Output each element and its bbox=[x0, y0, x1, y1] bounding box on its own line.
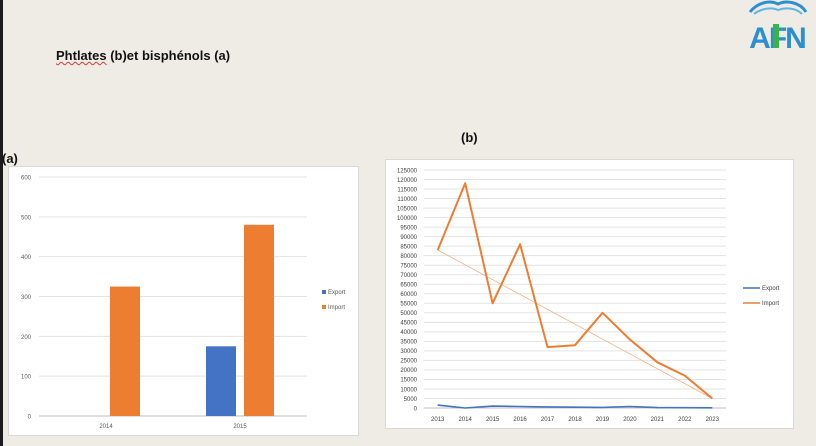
y-tick-label: 110000 bbox=[397, 197, 417, 203]
series-line-import bbox=[436, 182, 713, 400]
title-rest: (b)et bisphénols (a) bbox=[106, 48, 231, 63]
y-tick-label: 70000 bbox=[400, 273, 417, 279]
y-tick-label: 400 bbox=[21, 255, 32, 261]
slide-title: Phtlates (b)et bisphénols (a) bbox=[56, 48, 230, 63]
y-tick-label: 95000 bbox=[400, 225, 417, 231]
slide-left-border bbox=[0, 0, 3, 446]
legend-label-export: Export bbox=[762, 286, 780, 292]
y-tick-label: 105000 bbox=[397, 206, 418, 212]
x-tick-label: 2014 bbox=[459, 417, 473, 423]
x-tick-label: 2016 bbox=[513, 417, 527, 423]
y-tick-label: 15000 bbox=[400, 378, 417, 384]
x-tick-label: 2015 bbox=[233, 424, 247, 430]
y-tick-label: 85000 bbox=[400, 244, 417, 250]
y-tick-label: 50000 bbox=[400, 311, 417, 317]
line-chart-panel: 0 5000 10000 15000 20000 25000 30000 35000 40000… bbox=[385, 159, 794, 429]
y-tick-label: 20000 bbox=[400, 368, 417, 374]
y-tick-label: 60000 bbox=[400, 292, 417, 298]
afn-logo: AFN bbox=[748, 0, 808, 52]
y-tick-label: 55000 bbox=[400, 302, 417, 308]
y-tick-label: 115000 bbox=[397, 187, 417, 193]
series-line-export bbox=[437, 404, 713, 409]
y-tick-label: 45000 bbox=[400, 321, 417, 327]
legend-swatch-export bbox=[322, 290, 326, 294]
y-tick-label: 25000 bbox=[400, 359, 417, 365]
x-tick-label: 2018 bbox=[568, 417, 582, 423]
bar-chart: 0 100 200 300 400 500 600 2014 2015 Export Import bbox=[21, 176, 346, 431]
x-tick-label: 2019 bbox=[596, 417, 610, 423]
x-tick-label: 2021 bbox=[651, 417, 665, 423]
x-tick-label: 2020 bbox=[623, 417, 637, 423]
y-tick-label: 125000 bbox=[397, 168, 418, 174]
y-tick-label: 600 bbox=[21, 176, 32, 182]
y-tick-label: 80000 bbox=[400, 254, 417, 260]
x-tick-label: 2013 bbox=[431, 417, 445, 423]
x-tick-label: 2023 bbox=[706, 417, 720, 423]
y-tick-label: 30000 bbox=[400, 349, 417, 355]
bar-chart-panel: 0 100 200 300 400 500 600 2014 2015 Export Import bbox=[8, 166, 359, 436]
y-tick-label: 100000 bbox=[397, 216, 418, 222]
bar-import-2014 bbox=[110, 286, 140, 416]
x-tick-label: 2015 bbox=[486, 417, 500, 423]
bar-import-2015 bbox=[244, 224, 274, 416]
y-tick-label: 35000 bbox=[400, 340, 417, 346]
y-tick-label: 5000 bbox=[404, 397, 418, 403]
x-tick-label: 2022 bbox=[678, 417, 692, 423]
x-tick-label: 2017 bbox=[541, 417, 555, 423]
import-trendline bbox=[437, 249, 713, 399]
legend-label-export: Export bbox=[328, 290, 346, 296]
y-tick-label: 65000 bbox=[400, 283, 417, 289]
y-tick-label: 90000 bbox=[400, 235, 417, 241]
y-tick-label: 0 bbox=[28, 415, 32, 421]
y-tick-label: 75000 bbox=[400, 264, 417, 270]
y-tick-label: 40000 bbox=[400, 330, 417, 336]
bar-export-2015 bbox=[206, 346, 236, 416]
title-spellcheck-word: Phtlates bbox=[56, 48, 107, 63]
panel-a-label: (a) bbox=[2, 151, 18, 166]
y-tick-label: 500 bbox=[21, 215, 32, 221]
y-tick-label: 200 bbox=[21, 335, 32, 341]
y-tick-label: 10000 bbox=[400, 387, 417, 393]
y-tick-label: 0 bbox=[414, 406, 418, 412]
legend-swatch-import bbox=[322, 305, 326, 309]
legend-label-import: Import bbox=[328, 305, 345, 311]
y-tick-label: 100 bbox=[21, 375, 32, 381]
line-chart: 0 5000 10000 15000 20000 25000 30000 35000 40000… bbox=[397, 168, 780, 423]
x-tick-label: 2014 bbox=[99, 424, 113, 430]
panel-b-label: (b) bbox=[461, 130, 478, 145]
legend-label-import: Import bbox=[762, 301, 779, 307]
y-tick-label: 120000 bbox=[397, 178, 418, 184]
y-tick-label: 300 bbox=[21, 295, 32, 301]
